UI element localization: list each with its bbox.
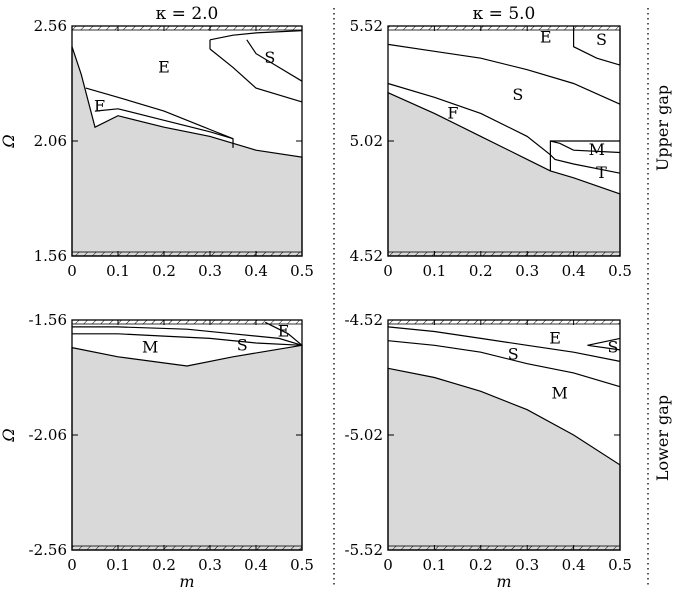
x-tick-label: 0.3 bbox=[515, 262, 539, 280]
x-tick-label: 0.3 bbox=[198, 262, 222, 280]
boundary-line-1 bbox=[72, 333, 303, 346]
boundary-line-5 bbox=[572, 28, 621, 66]
y-axis-label: Ω bbox=[0, 428, 18, 442]
region-label-S: S bbox=[237, 335, 248, 354]
x-tick-label: 0.1 bbox=[106, 556, 130, 574]
x-tick-label: 0.2 bbox=[469, 556, 493, 574]
y-tick-label: 5.02 bbox=[350, 132, 383, 150]
region-label-F: F bbox=[447, 103, 458, 122]
x-axis-label: m bbox=[496, 572, 511, 590]
region-label-M: M bbox=[551, 384, 567, 403]
x-tick-label: 0.4 bbox=[244, 262, 268, 280]
boundary-line-3 bbox=[549, 140, 621, 171]
y-tick-label: -5.52 bbox=[345, 541, 383, 559]
region-label-E: E bbox=[540, 28, 552, 47]
shaded-region bbox=[71, 344, 303, 551]
boundary-line-2 bbox=[72, 326, 303, 346]
x-tick-label: 0.2 bbox=[152, 262, 176, 280]
region-label-F: F bbox=[94, 97, 105, 116]
boundary-line-1 bbox=[85, 87, 234, 148]
boundary-line-3 bbox=[209, 48, 303, 103]
x-tick-label: 0.4 bbox=[562, 262, 586, 280]
y-tick-label: 2.56 bbox=[34, 17, 67, 35]
x-tick-label: 0 bbox=[383, 556, 393, 574]
shaded-region bbox=[387, 91, 621, 257]
x-tick-label: 0.5 bbox=[608, 556, 632, 574]
y-axis-label: Ω bbox=[0, 134, 18, 148]
x-tick-label: 0.3 bbox=[198, 556, 222, 574]
region-label-E: E bbox=[158, 57, 170, 76]
panel-upper-right: 0 0.1 0.2 0.3 0.4 0.5 4.52 5.02 5.52 E S S F MTκ = 5.… bbox=[350, 4, 632, 280]
x-tick-label: 0.1 bbox=[422, 556, 446, 574]
x-tick-label: 0.2 bbox=[469, 262, 493, 280]
y-tick-label: -4.52 bbox=[345, 311, 383, 329]
boundary-line-6 bbox=[246, 39, 303, 82]
region-label-T: T bbox=[596, 163, 607, 182]
region-label-S: S bbox=[508, 345, 519, 364]
lower-gap-label: Lower gap bbox=[653, 395, 672, 481]
boundary-line-1 bbox=[387, 82, 621, 174]
x-tick-label: 0.1 bbox=[422, 262, 446, 280]
y-tick-label: 2.06 bbox=[34, 132, 67, 150]
panel-title: κ = 2.0 bbox=[156, 4, 219, 24]
region-label-M: M bbox=[589, 140, 605, 159]
panel-title: κ = 5.0 bbox=[473, 4, 536, 24]
y-tick-label: -5.02 bbox=[345, 426, 383, 444]
panel-lower-right: 0 0.1 0.2 0.3 0.4 0.5 -5.52 -5.02 -4.52 E S S Mm bbox=[345, 311, 632, 590]
boundary-line-4 bbox=[587, 344, 621, 351]
boundary-line-1 bbox=[387, 340, 621, 388]
x-tick-label: 0 bbox=[67, 556, 77, 574]
y-tick-label: 4.52 bbox=[350, 247, 383, 265]
y-tick-label: 1.56 bbox=[34, 247, 67, 265]
region-label-S: S bbox=[512, 85, 523, 104]
x-tick-label: 0.2 bbox=[152, 556, 176, 574]
x-tick-label: 0 bbox=[383, 262, 393, 280]
x-tick-label: 0.5 bbox=[608, 262, 632, 280]
upper-gap-label: Upper gap bbox=[653, 85, 672, 171]
boundary-line-4 bbox=[209, 30, 303, 41]
region-label-E: E bbox=[549, 328, 561, 347]
x-tick-label: 0.4 bbox=[244, 556, 268, 574]
panel-upper-left: 0 0.1 0.2 0.3 0.4 0.5 1.56 2.06 2.56 E F Sκ = 2.0 Ω bbox=[0, 4, 314, 280]
panel-lower-left: 0 0.1 0.2 0.3 0.4 0.5 -2.56 -2.06 -1.56 M S Em Ω bbox=[0, 311, 314, 590]
region-label-S: S bbox=[264, 48, 275, 67]
x-tick-label: 0.3 bbox=[515, 556, 539, 574]
y-tick-label: -2.56 bbox=[29, 541, 67, 559]
x-tick-label: 0 bbox=[67, 262, 77, 280]
shaded-region bbox=[71, 46, 303, 257]
shaded-region bbox=[387, 367, 621, 551]
y-tick-label: -2.06 bbox=[29, 426, 67, 444]
y-tick-label: 5.52 bbox=[350, 17, 383, 35]
x-tick-label: 0.5 bbox=[290, 556, 314, 574]
x-tick-label: 0.1 bbox=[106, 262, 130, 280]
region-label-S: S bbox=[596, 30, 607, 49]
boundary-line-2 bbox=[387, 326, 621, 362]
boundary-line-3 bbox=[587, 337, 621, 346]
x-axis-label: m bbox=[179, 572, 194, 590]
boundary-line-2 bbox=[387, 43, 621, 105]
x-tick-label: 0.4 bbox=[562, 556, 586, 574]
boundary-line-2 bbox=[94, 108, 234, 140]
region-label-S: S bbox=[608, 338, 619, 357]
region-label-M: M bbox=[142, 338, 158, 357]
region-label-E: E bbox=[278, 322, 290, 341]
boundary-line-3 bbox=[264, 321, 303, 346]
y-tick-label: -1.56 bbox=[29, 311, 67, 329]
x-tick-label: 0.5 bbox=[290, 262, 314, 280]
